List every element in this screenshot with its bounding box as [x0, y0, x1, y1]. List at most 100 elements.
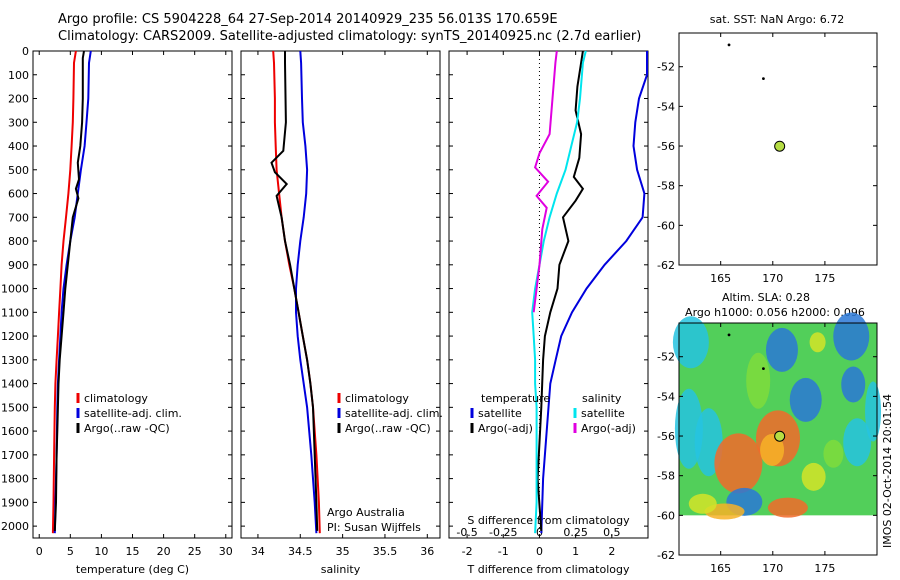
sla-field-blob [760, 433, 785, 466]
x-tick-label: 25 [188, 545, 202, 558]
depth-tick-label: 400 [8, 140, 29, 153]
depth-tick-label: 1100 [1, 306, 29, 319]
sla-field-blob [789, 377, 822, 422]
depth-tick-label: 2000 [1, 520, 29, 533]
sla-field-blob [746, 352, 771, 409]
depth-tick-label: 700 [8, 211, 29, 224]
float-position-marker [774, 430, 786, 442]
plot-frame [678, 322, 878, 556]
sla-field-blob [841, 366, 866, 403]
x-tick-label: 35.5 [373, 545, 398, 558]
depth-tick-label: 1400 [1, 378, 29, 391]
s-diff-tick-label: 0 [536, 526, 543, 539]
y-tick-label: -58 [657, 180, 675, 193]
annotation-line: PI: Susan Wijffels [327, 521, 421, 534]
plot-frame [240, 50, 441, 539]
legend-label: satellite-adj. clim. [84, 407, 182, 420]
series-line-magenta [532, 50, 558, 313]
depth-tick-label: 1600 [1, 425, 29, 438]
float-track-point [762, 367, 765, 371]
depth-tick-label: 1200 [1, 330, 29, 343]
x-tick-label: 2 [608, 545, 615, 558]
depth-tick-label: 500 [8, 164, 29, 177]
sla-field-blob [833, 312, 870, 361]
x-tick-label: -1 [498, 545, 509, 558]
series-line-blue [295, 50, 318, 534]
float-position-marker [774, 140, 786, 152]
legend-title: salinity [582, 392, 622, 405]
x-tick-label: 175 [814, 272, 835, 285]
plot-frame [678, 32, 878, 266]
y-tick-label: -62 [657, 549, 675, 562]
x-axis-label: salinity [321, 563, 361, 576]
x-tick-label: 10 [94, 545, 108, 558]
sla-field-blob [767, 497, 808, 518]
y-tick-label: -52 [657, 351, 675, 364]
y-tick-label: -58 [657, 470, 675, 483]
header-line-2: Climatology: CARS2009. Satellite-adjuste… [58, 29, 642, 44]
x-tick-label: 35 [336, 545, 350, 558]
sla-field-blob [672, 316, 709, 369]
depth-tick-label: 1000 [1, 283, 29, 296]
series-line-red [51, 50, 77, 534]
x-tick-label: -2 [462, 545, 473, 558]
y-tick-label: -62 [657, 259, 675, 272]
x-tick-label: 34.5 [288, 545, 313, 558]
x-tick-label: 0 [536, 545, 543, 558]
x-tick-label: 34 [251, 545, 265, 558]
map-title: sat. SST: NaN Argo: 6.72 [710, 13, 844, 26]
legend-label: satellite-adj. clim. [345, 407, 443, 420]
x-tick-label: 0 [36, 545, 43, 558]
sla-field-blob [809, 332, 826, 353]
depth-tick-label: 900 [8, 259, 29, 272]
float-track-point [762, 77, 765, 81]
profile-panel-1: 34 34.5 35 35.5 36 salinity climatology satelli… [240, 50, 443, 576]
x-tick-label: 170 [762, 272, 783, 285]
depth-tick-label: 0 [22, 45, 29, 58]
y-tick-label: -56 [657, 140, 675, 153]
map-title: Altim. SLA: 0.28 [722, 291, 810, 304]
sla-field-blob [823, 439, 844, 468]
plot-frame [448, 50, 649, 539]
x-tick-label: 165 [710, 562, 731, 575]
sla-field-blob [688, 493, 717, 514]
x-tick-label: 1 [572, 545, 579, 558]
x-tick-label: 36 [420, 545, 434, 558]
s-diff-tick-label: -0.25 [489, 526, 517, 539]
x-axis-label: temperature (deg C) [76, 563, 189, 576]
legend-label: Argo(..raw -QC) [84, 422, 170, 435]
map-title: Argo h1000: 0.056 h2000: 0.096 [685, 306, 865, 319]
header-line-1: Argo profile: CS 5904228_64 27-Sep-2014 … [58, 12, 558, 27]
x-tick-label: 20 [157, 545, 171, 558]
sla-field-blob [714, 433, 763, 494]
y-tick-label: -54 [657, 100, 675, 113]
x-tick-label: 30 [219, 545, 233, 558]
annotation-line: Argo Australia [327, 506, 405, 519]
map-panel-3: 165 170 175 -52 -54 -56 -58 -60 -62 [657, 32, 878, 285]
legend-label: satellite [478, 407, 522, 420]
x-tick-label: 175 [814, 562, 835, 575]
legend-label: Argo(..raw -QC) [345, 422, 431, 435]
x-tick-label: 5 [67, 545, 74, 558]
series-line-black [270, 51, 319, 531]
series-line-cyan [531, 50, 587, 534]
footer-timestamp: IMOS 02-Oct-2014 20:01:54 [881, 394, 894, 548]
legend-label: Argo(-adj) [581, 422, 636, 435]
series-line-black [536, 50, 585, 531]
legend-title: temperature [481, 392, 550, 405]
sla-field-blob [865, 381, 882, 442]
x-tick-label: 170 [762, 562, 783, 575]
float-track-point [727, 43, 731, 47]
profile-panel-2: -2 -1 0 1 2 T difference from climatology -0.5… [448, 50, 649, 576]
legend-label: climatology [84, 392, 148, 405]
y-tick-label: -60 [657, 509, 675, 522]
depth-tick-label: 800 [8, 235, 29, 248]
depth-tick-label: 1900 [1, 496, 29, 509]
s-diff-axis-label: S difference from climatology [467, 514, 630, 527]
profile-panel-0: 0100200300400500600700800900100011001200… [1, 45, 233, 576]
x-tick-label: 165 [710, 272, 731, 285]
depth-tick-label: 300 [8, 116, 29, 129]
depth-tick-label: 1500 [1, 401, 29, 414]
depth-tick-label: 600 [8, 188, 29, 201]
y-tick-label: -56 [657, 430, 675, 443]
